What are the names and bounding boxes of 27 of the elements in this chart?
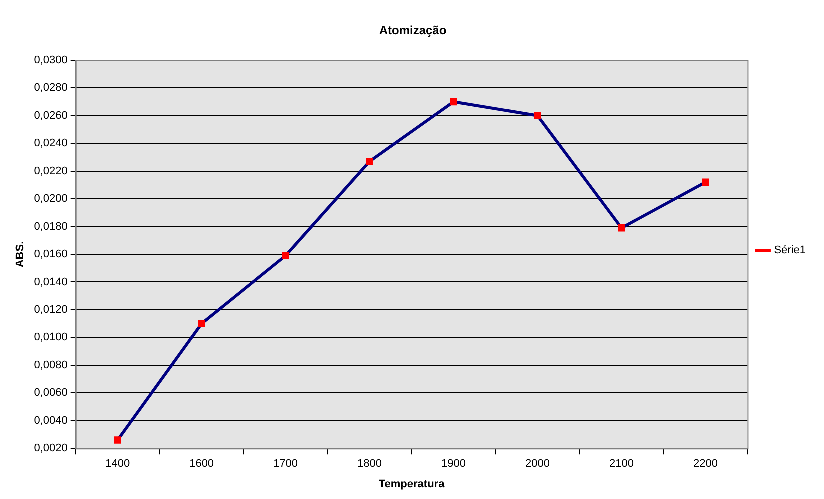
y-tick-label: 0,0120 (34, 304, 68, 316)
y-tick-label: 0,0240 (34, 138, 68, 150)
chart-title: Atomização (379, 24, 447, 38)
x-tick-label: 1700 (274, 458, 298, 470)
y-tick-label: 0,0140 (34, 276, 68, 288)
y-tick-label: 0,0080 (34, 359, 68, 372)
x-tick-label: 2000 (526, 458, 550, 470)
legend-label: Série1 (774, 244, 806, 257)
x-tick-label: 2100 (609, 458, 634, 470)
x-tick-label: 1400 (106, 458, 130, 470)
y-tick-label: 0,0160 (34, 248, 68, 261)
y-tick-label: 0,0260 (34, 110, 68, 122)
x-tick-label: 1800 (358, 458, 382, 470)
y-tick-label: 0,0180 (34, 220, 68, 233)
y-tick-label: 0,0280 (34, 82, 68, 94)
y-tick-label: 0,0060 (34, 387, 68, 400)
x-axis-title: Temperatura (378, 478, 446, 490)
y-axis-title: ABS. (14, 241, 27, 268)
y-tick-label: 0,0020 (34, 442, 68, 455)
y-tick-label: 0,0100 (34, 332, 68, 344)
y-tick-label: 0,0200 (34, 193, 68, 206)
y-tick-label: 0,0300 (34, 54, 68, 66)
y-tick-label: 0,0220 (34, 165, 68, 178)
x-tick-label: 2200 (693, 458, 718, 470)
x-tick-label: 1900 (442, 458, 466, 470)
y-tick-label: 0,0040 (34, 414, 68, 427)
x-tick-label: 1600 (190, 458, 214, 470)
